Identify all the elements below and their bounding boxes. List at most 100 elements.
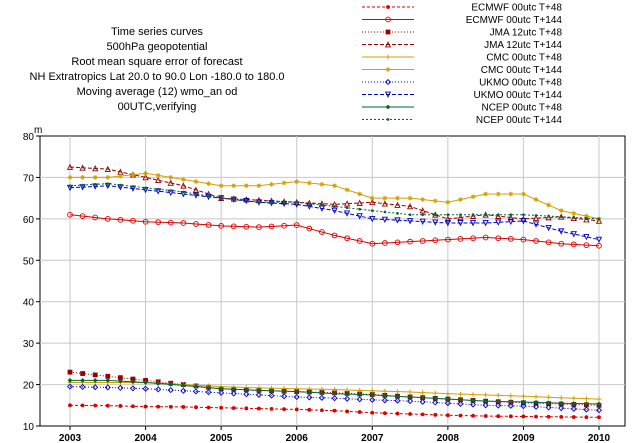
data-point (385, 29, 391, 35)
data-point (192, 388, 199, 395)
data-point (385, 104, 391, 110)
legend-item: ECMWF 00utc T+144 (362, 15, 562, 26)
data-point (231, 386, 237, 392)
data-point (168, 382, 174, 387)
data-point (545, 224, 552, 232)
data-point (343, 200, 351, 207)
data-point (92, 378, 98, 383)
data-point (143, 380, 148, 385)
data-point (386, 5, 390, 9)
data-point (81, 183, 84, 187)
data-point (243, 183, 249, 189)
data-point (130, 217, 136, 224)
data-point (92, 384, 99, 391)
data-point (269, 406, 274, 411)
data-point (331, 395, 338, 402)
data-point (104, 165, 111, 172)
data-point (507, 214, 514, 221)
data-point (471, 213, 475, 217)
data-point (369, 240, 376, 247)
data-point (332, 387, 337, 392)
x-tick-label: 2008 (437, 433, 460, 443)
legend-label: JMA 12utc T+48 (490, 28, 563, 39)
data-point (205, 389, 212, 396)
series-7 (66, 182, 603, 243)
data-point (319, 390, 325, 396)
data-point (482, 234, 489, 241)
y-tick-label: 10 (23, 422, 35, 433)
data-point (142, 174, 149, 181)
data-point (180, 220, 187, 226)
data-point (142, 218, 149, 225)
data-point (595, 236, 603, 243)
data-point (433, 412, 438, 417)
data-point (508, 191, 514, 197)
data-point (79, 164, 86, 171)
y-tick-label: 60 (23, 215, 35, 226)
legend-item: CMC 00utc T+144 (362, 65, 562, 76)
data-point (344, 395, 351, 402)
data-point (345, 206, 349, 210)
data-point (585, 216, 588, 220)
data-point (385, 54, 391, 60)
data-point (281, 393, 288, 400)
data-point (369, 388, 375, 394)
data-point (420, 395, 426, 401)
legend-label: ECMWF 00utc T+48 (471, 3, 562, 14)
data-point (117, 378, 123, 384)
chart-title: Time series curves 500hPa geopotential Roo… (30, 26, 285, 113)
data-point (320, 203, 324, 207)
data-point (521, 399, 526, 405)
data-point (194, 405, 198, 410)
data-point (255, 391, 262, 398)
data-point (407, 238, 413, 245)
data-point (382, 411, 387, 416)
data-point (495, 402, 502, 409)
data-point (572, 216, 576, 219)
data-point (432, 219, 439, 226)
title-line: Root mean square error of forecast (71, 56, 242, 68)
data-point (268, 223, 275, 230)
legend-item: NCEP 00utc T+48 (362, 103, 562, 114)
data-point (169, 189, 173, 192)
data-point (281, 180, 287, 186)
series-lines (66, 163, 603, 420)
data-point (469, 220, 477, 227)
data-point (471, 413, 475, 418)
data-point (256, 183, 262, 189)
data-point (333, 205, 336, 208)
data-point (406, 203, 414, 210)
x-tick-label: 2010 (588, 433, 611, 443)
data-point (218, 386, 224, 392)
data-point (182, 190, 185, 194)
data-point (432, 237, 439, 244)
data-point (571, 395, 577, 401)
title-line: NH Extratropics Lat 20.0 to 90.0 Lon -18… (30, 71, 285, 83)
data-point (469, 212, 477, 219)
data-point (356, 238, 363, 244)
data-point (432, 399, 439, 406)
data-point (407, 195, 413, 201)
data-point (67, 211, 73, 218)
data-point (394, 201, 401, 208)
data-point (143, 170, 148, 176)
data-point (104, 216, 111, 222)
data-point (395, 393, 400, 399)
data-point (533, 399, 539, 405)
data-point (67, 175, 73, 180)
data-point (218, 389, 225, 396)
data-point (521, 191, 526, 197)
data-point (444, 400, 451, 407)
x-axis: 2003 2004 2005 2006 2007 2008 2009 2010 (59, 426, 611, 443)
data-point (522, 213, 525, 217)
y-tick-label: 20 (23, 381, 35, 392)
data-point (545, 214, 552, 221)
data-point (181, 405, 186, 409)
data-point (357, 191, 363, 197)
x-tick-label: 2006 (286, 433, 309, 443)
data-point (420, 390, 426, 395)
plot-frame (39, 135, 626, 427)
data-point (432, 390, 438, 396)
title-line: Time series curves (111, 26, 203, 38)
